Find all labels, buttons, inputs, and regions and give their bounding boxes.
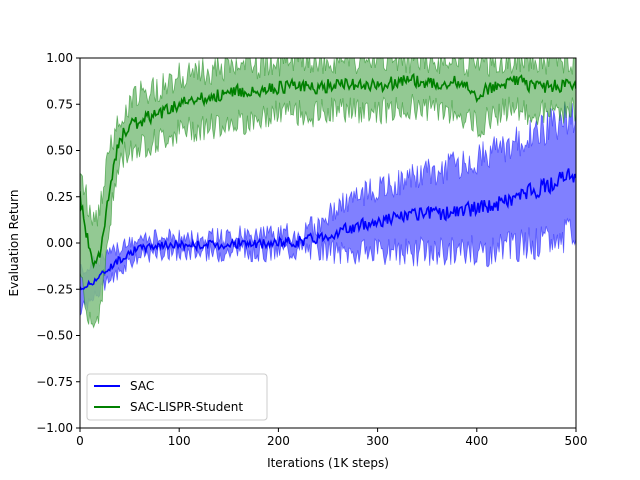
legend-box <box>86 373 268 421</box>
y-tick-label: 0.00 <box>46 236 73 250</box>
y-tick-label: 1.00 <box>46 51 73 65</box>
y-tick-label: −1.00 <box>36 421 73 435</box>
band-lower-sac <box>80 217 576 316</box>
legend-label-sac-lispr-student: SAC-LISPR-Student <box>130 400 243 414</box>
y-axis-label: Evaluation Return <box>7 190 21 297</box>
x-tick-label: 0 <box>76 434 84 448</box>
band-upper-sac-lispr-student <box>80 58 574 227</box>
line-sac-lispr-student <box>80 72 576 270</box>
band-upper-sac <box>80 100 576 275</box>
y-tick-label: −0.75 <box>36 375 73 389</box>
line-sac <box>80 168 576 291</box>
x-tick-label: 400 <box>465 434 488 448</box>
y-tick-label: 0.50 <box>46 144 73 158</box>
band-sac-lispr-student <box>80 58 576 328</box>
y-tick-label: −0.25 <box>36 282 73 296</box>
band-lower-sac-lispr-student <box>80 94 576 329</box>
x-tick-label: 100 <box>168 434 191 448</box>
y-axis: −1.00 −0.75 −0.50 −0.25 0.00 0.25 0.50 0.75 1.00 <box>36 51 80 435</box>
x-tick-label: 300 <box>366 434 389 448</box>
legend: SAC SAC-LISPR-Student <box>86 373 268 421</box>
x-tick-label: 200 <box>267 434 290 448</box>
legend-label-sac: SAC <box>130 379 154 393</box>
plot-area <box>80 58 576 329</box>
x-axis-label: Iterations (1K steps) <box>267 456 389 470</box>
x-axis: 0 100 200 300 400 500 <box>76 428 587 448</box>
y-tick-label: 0.75 <box>46 97 73 111</box>
x-tick-label: 500 <box>565 434 588 448</box>
y-tick-label: −0.50 <box>36 329 73 343</box>
y-tick-label: 0.25 <box>46 190 73 204</box>
